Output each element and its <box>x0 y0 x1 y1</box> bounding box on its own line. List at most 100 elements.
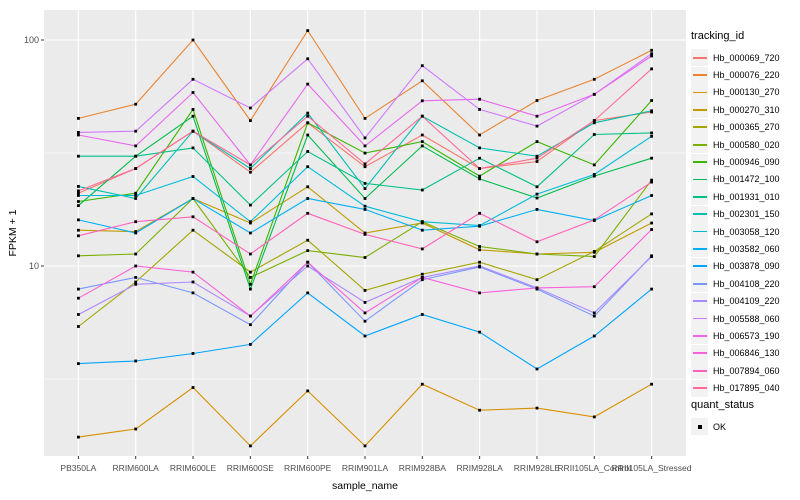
data-point <box>535 156 539 160</box>
data-point <box>306 197 310 200</box>
line-swatch-icon <box>691 118 708 136</box>
data-point <box>306 260 310 264</box>
data-point <box>191 280 195 284</box>
data-point <box>420 278 424 282</box>
line-swatch-icon <box>691 136 708 154</box>
data-point <box>363 256 367 259</box>
legend-item: Hb_003058_120 <box>691 223 799 241</box>
data-point <box>535 286 539 290</box>
data-point <box>650 212 653 216</box>
data-point <box>420 133 424 137</box>
legend-item: Hb_001931_010 <box>691 188 799 206</box>
data-point <box>306 211 310 215</box>
data-point <box>420 247 424 251</box>
x-axis-tick-label: RRIM600SE <box>226 463 274 473</box>
legend-item: Hb_000270_310 <box>691 101 799 119</box>
data-point <box>592 255 596 258</box>
legend-item: Hb_001472_100 <box>691 170 799 188</box>
data-point <box>191 91 195 94</box>
data-point <box>306 121 310 125</box>
data-point <box>363 208 367 211</box>
data-point <box>420 64 424 68</box>
data-point <box>535 114 539 118</box>
data-point <box>134 220 138 224</box>
line-swatch-icon <box>691 66 708 84</box>
data-point <box>306 57 310 61</box>
legend-item-label: Hb_000365_270 <box>713 122 780 133</box>
data-point <box>592 174 596 178</box>
data-point <box>77 191 80 195</box>
data-point <box>191 386 195 389</box>
legend-item: Hb_000069_720 <box>691 49 799 67</box>
data-point <box>535 278 539 282</box>
legend-item: Hb_000946_090 <box>691 153 799 171</box>
line-swatch-icon <box>691 223 708 241</box>
line-swatch-icon <box>691 170 708 188</box>
data-point <box>535 252 539 256</box>
data-point <box>592 250 596 253</box>
legend-item-label: Hb_000076_220 <box>713 70 780 81</box>
data-point <box>650 52 653 56</box>
data-point <box>249 314 252 318</box>
data-point <box>420 276 424 279</box>
data-point <box>77 296 80 300</box>
data-point <box>478 330 481 334</box>
line-swatch-icon <box>691 362 708 380</box>
data-point <box>306 114 310 118</box>
legend-item: Hb_004108_220 <box>691 275 799 293</box>
data-point <box>306 291 310 295</box>
legend-item-label: Hb_006573_190 <box>713 330 780 341</box>
data-point <box>306 82 310 86</box>
data-point <box>363 233 367 236</box>
legend-item: Hb_000365_270 <box>691 118 799 136</box>
data-point <box>249 343 252 346</box>
legend-item: Hb_006573_190 <box>691 327 799 345</box>
data-point <box>650 287 653 291</box>
data-point <box>77 131 80 134</box>
data-point <box>650 221 653 225</box>
data-point <box>249 252 252 256</box>
data-point <box>420 220 424 224</box>
legend-item-label: Hb_000946_090 <box>713 157 780 168</box>
data-point <box>77 194 80 197</box>
data-point <box>134 102 138 106</box>
data-point <box>478 156 481 160</box>
data-point <box>306 111 310 115</box>
data-point <box>249 170 252 174</box>
data-point <box>592 163 596 167</box>
data-point <box>363 165 367 169</box>
data-point <box>306 249 310 252</box>
data-point <box>363 334 367 338</box>
legend-item-label: Hb_000069_720 <box>713 52 780 63</box>
data-point <box>134 280 138 284</box>
legend-item: Hb_000076_220 <box>691 66 799 84</box>
legend-item-label: Hb_005588_060 <box>713 313 780 324</box>
data-point <box>77 185 80 188</box>
data-point <box>535 124 539 128</box>
data-point <box>134 427 138 431</box>
legend-items: Hb_000069_720 Hb_000076_220 Hb_000130_270 H… <box>691 49 799 397</box>
line-swatch-icon <box>691 275 708 293</box>
data-point <box>420 140 424 143</box>
legend-item-label: Hb_007894_060 <box>713 365 780 376</box>
data-point <box>249 119 252 122</box>
data-point <box>478 177 481 181</box>
data-point <box>535 208 539 211</box>
data-point <box>535 160 539 163</box>
legend-tracking-id: tracking_id Hb_000069_720 Hb_000076_220 Hb… <box>691 30 799 397</box>
data-point <box>249 444 252 448</box>
x-axis-tick-label: RRII105LA_Control <box>557 463 632 473</box>
data-point <box>592 218 596 222</box>
legend-item: Hb_004109_220 <box>691 292 799 310</box>
line-swatch-icon <box>691 379 708 397</box>
line-swatch-icon <box>691 101 708 119</box>
data-point <box>134 194 138 197</box>
legend-item-label: Hb_000580_020 <box>713 139 780 150</box>
data-point <box>592 173 596 176</box>
data-point <box>650 255 653 258</box>
data-point <box>363 117 367 120</box>
x-axis-tick-label: RRIM928LE <box>513 463 561 473</box>
data-point <box>420 188 424 192</box>
